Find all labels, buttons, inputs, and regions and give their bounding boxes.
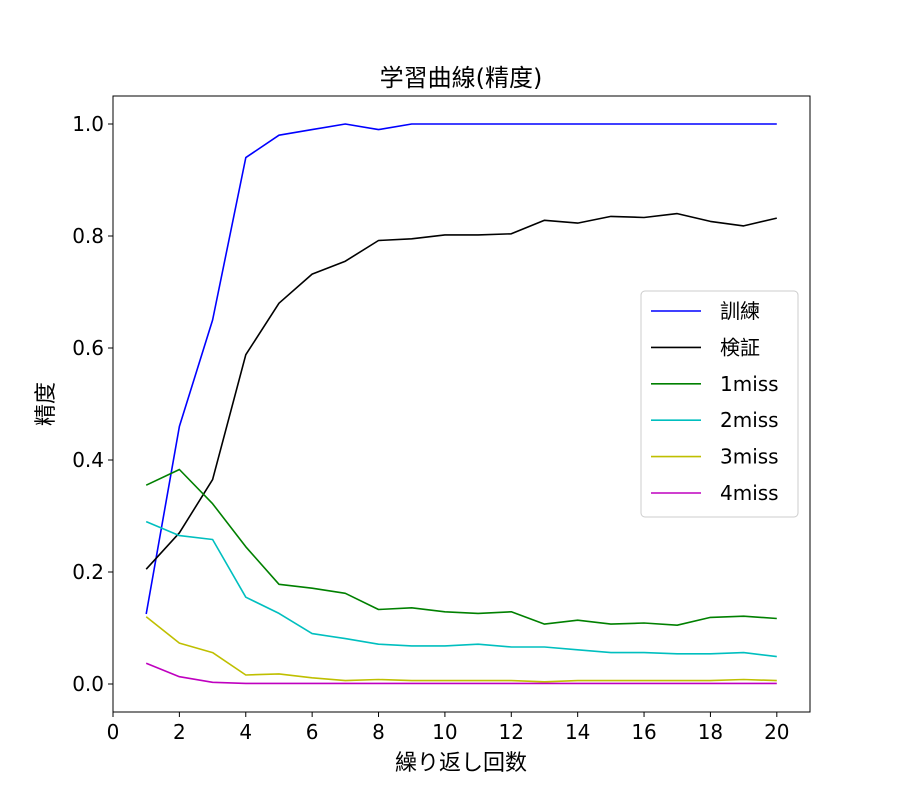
x-tick-label: 2 xyxy=(173,720,186,744)
y-tick-label: 0.6 xyxy=(72,336,104,360)
x-tick-label: 10 xyxy=(432,720,457,744)
series-line-1miss xyxy=(145,468,777,627)
series-line-2miss xyxy=(145,520,777,658)
y-tick-label: 0.0 xyxy=(72,672,104,696)
x-tick-label: 6 xyxy=(306,720,319,744)
legend-label: 1miss xyxy=(720,372,779,396)
x-tick-label: 4 xyxy=(239,720,252,744)
y-tick-label: 1.0 xyxy=(72,112,104,136)
legend-label: 2miss xyxy=(720,408,779,432)
x-tick-label: 16 xyxy=(631,720,656,744)
series-line-訓練 xyxy=(145,123,777,615)
legend-label: 4miss xyxy=(720,481,779,505)
x-tick-label: 20 xyxy=(764,720,789,744)
series-line-3miss xyxy=(145,616,777,683)
series-line-検証 xyxy=(145,212,777,570)
legend-label: 検証 xyxy=(720,335,760,359)
y-tick-label: 0.4 xyxy=(72,448,104,472)
series-lines xyxy=(145,123,777,685)
x-tick-label: 8 xyxy=(372,720,385,744)
chart-title: 学習曲線(精度) xyxy=(380,64,543,92)
series-line-4miss xyxy=(145,662,777,685)
legend-label: 訓練 xyxy=(720,299,760,323)
x-tick-label: 12 xyxy=(499,720,524,744)
plot-area-frame xyxy=(112,95,811,713)
y-axis-label: 精度 xyxy=(34,382,59,426)
legend-label: 3miss xyxy=(720,445,779,469)
y-axis-ticks: 0.0 0.2 0.4 0.6 0.8 1.0 xyxy=(72,112,113,696)
x-tick-label: 18 xyxy=(698,720,723,744)
y-tick-label: 0.8 xyxy=(72,224,104,248)
x-tick-label: 0 xyxy=(107,720,120,744)
x-axis-ticks: 0 2 4 6 8 10 12 14 16 18 20 xyxy=(107,712,790,744)
x-axis-label: 繰り返し回数 xyxy=(395,751,527,776)
y-tick-label: 0.2 xyxy=(72,560,104,584)
x-tick-label: 14 xyxy=(565,720,590,744)
